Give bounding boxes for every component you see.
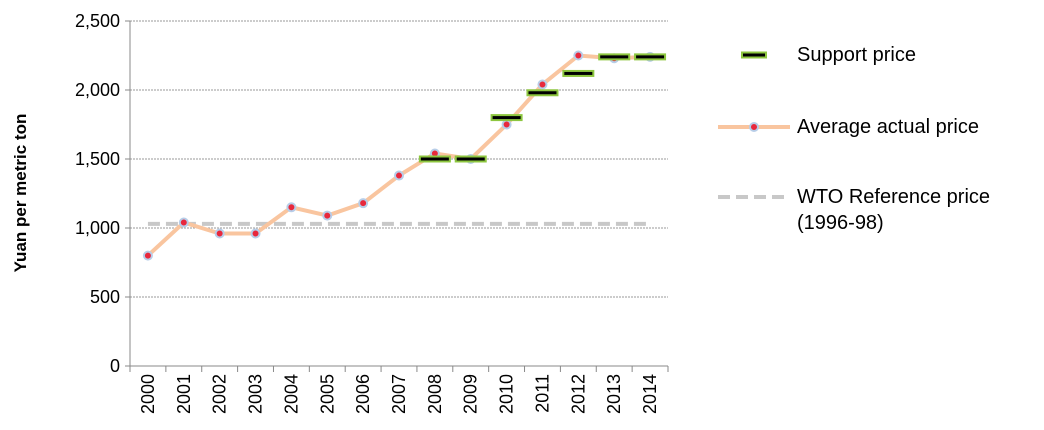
y-tick-label: 2,000: [75, 80, 120, 100]
x-tick-label: 2010: [497, 374, 517, 414]
series-marker: [573, 50, 584, 61]
legend-label: Support price: [797, 44, 916, 66]
series-marker: [322, 210, 333, 221]
series-marker: [490, 114, 523, 122]
series-marker: [634, 53, 667, 61]
series-marker: [526, 89, 559, 97]
x-tick-label: 2004: [281, 374, 301, 414]
y-tick-label: 500: [90, 287, 120, 307]
x-tick-label: 2014: [640, 374, 660, 414]
series-marker: [394, 170, 404, 181]
y-axis-label: Yuan per metric ton: [11, 114, 30, 273]
x-tick-label: 2012: [568, 374, 588, 414]
series-marker: [598, 53, 631, 61]
x-tick-label: 2001: [174, 374, 194, 414]
x-tick-label: 2013: [604, 374, 624, 414]
series-marker: [454, 155, 487, 163]
x-tick-label: 2007: [389, 374, 409, 414]
series-marker: [562, 69, 595, 77]
y-tick-label: 1,000: [75, 218, 120, 238]
legend-swatch: [749, 122, 759, 132]
series-marker: [214, 228, 225, 239]
x-tick-label: 2002: [210, 374, 230, 414]
series-marker: [418, 155, 451, 163]
x-tick-label: 2008: [425, 374, 445, 414]
legend-label: Average actual price: [797, 116, 979, 138]
series-marker: [286, 202, 297, 213]
series-marker: [537, 79, 548, 90]
series-marker: [250, 228, 261, 239]
series-marker: [501, 119, 512, 130]
legend-swatch: [741, 51, 767, 59]
y-tick-label: 2,500: [75, 11, 120, 31]
x-tick-label: 2006: [353, 374, 373, 414]
legend-label: WTO Reference price (1996-98): [797, 186, 991, 234]
y-tick-label: 1,500: [75, 149, 120, 169]
y-tick-label: 0: [110, 356, 120, 376]
series-marker: [178, 217, 189, 228]
series-marker: [358, 198, 369, 209]
x-tick-label: 2003: [246, 374, 266, 414]
x-tick-label: 2009: [461, 374, 481, 414]
x-tick-label: 2011: [532, 374, 552, 413]
series-marker: [142, 250, 153, 261]
x-tick-label: 2000: [138, 374, 158, 414]
x-tick-label: 2005: [317, 374, 337, 414]
